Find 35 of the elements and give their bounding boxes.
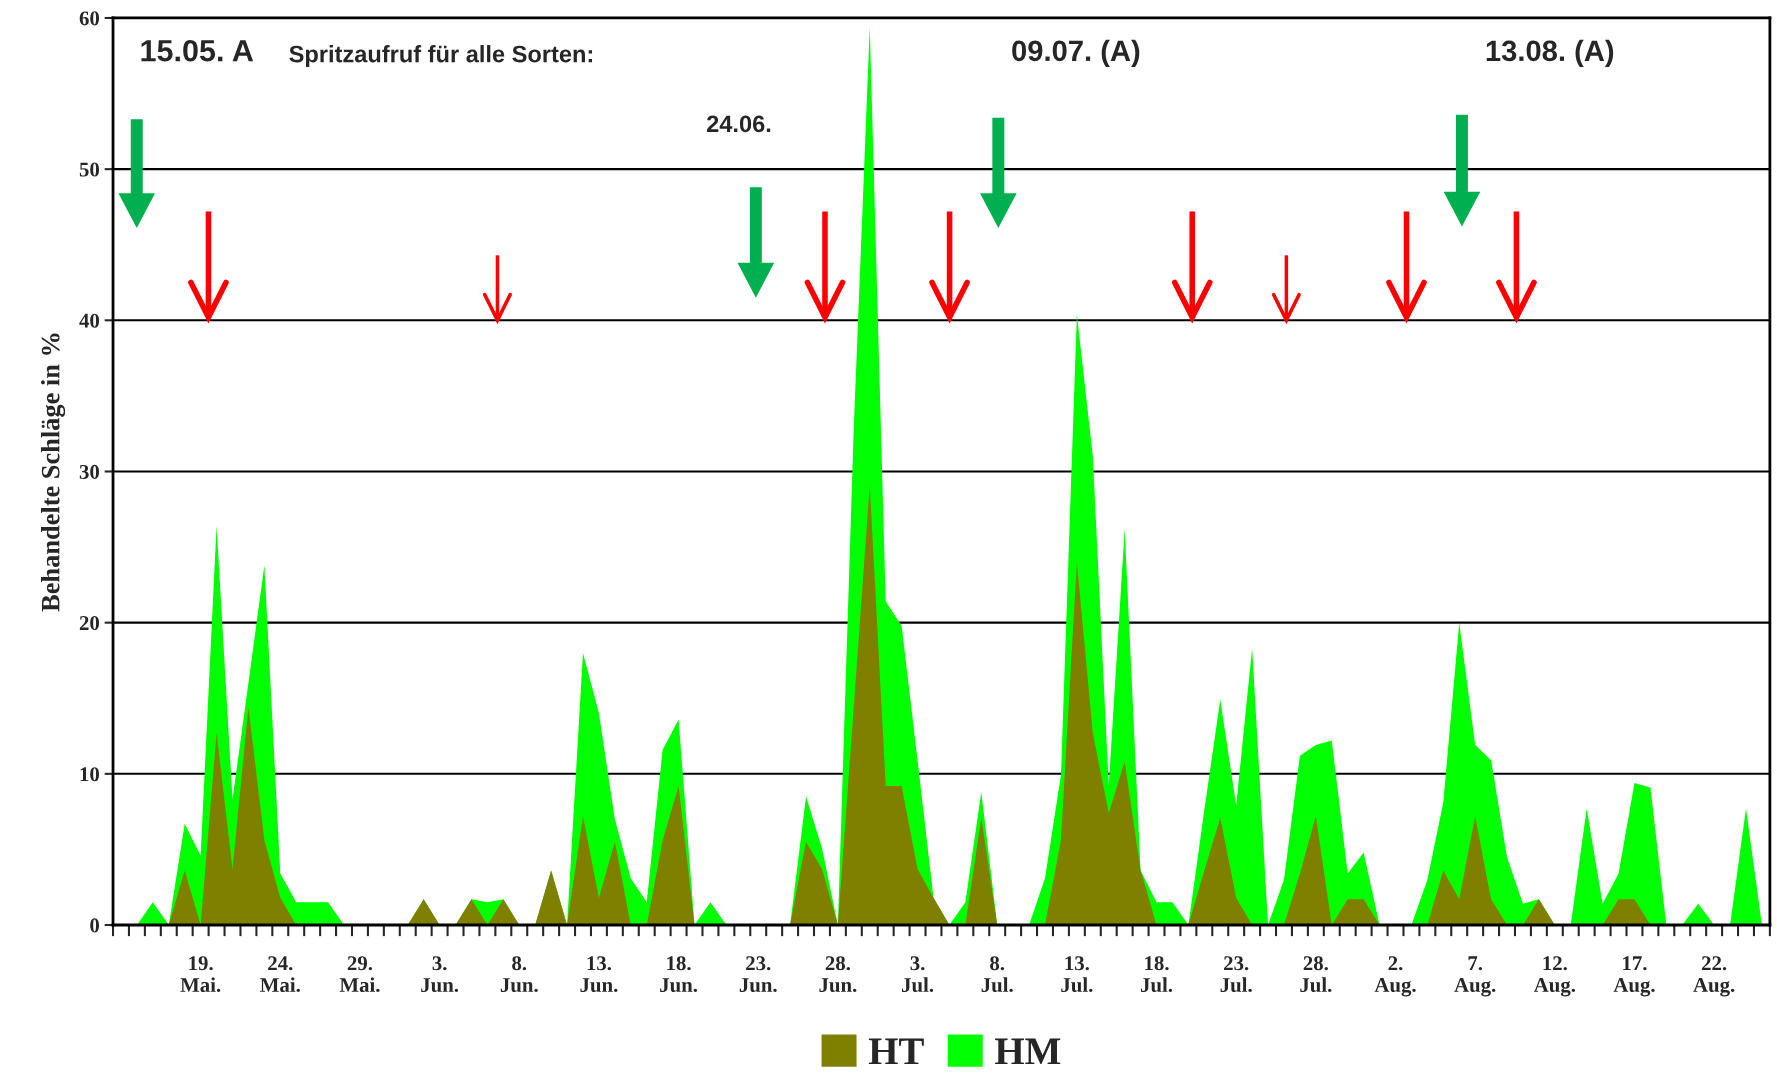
y-tick-label: 10 [80, 767, 100, 782]
x-tick-label: 7. Aug. [1454, 956, 1496, 997]
y-tick-label: 20 [79, 616, 100, 631]
x-tick-label: 13. Jul. [1061, 956, 1093, 993]
x-tick-label: 23. Jul. [1220, 956, 1252, 993]
legend-label: HM [995, 1038, 1061, 1065]
y-tick-label: 50 [79, 162, 100, 177]
x-tick-label: 2. Aug. [1374, 956, 1416, 997]
y-axis-title: Behandelte Schläge in % [40, 333, 66, 612]
y-tick-label: 0 [90, 918, 100, 933]
x-tick-label: 24. Mai. [260, 956, 300, 993]
x-tick-label: 19. Mai. [180, 956, 221, 993]
x-tick-label: 18. Jul. [1140, 956, 1173, 993]
x-tick-label: 29. Mai. [339, 956, 380, 993]
annotation: 13.08. (A) [1486, 39, 1614, 67]
x-tick-label: 3. Jul. [901, 956, 934, 993]
x-tick-label: 28. Jul. [1300, 956, 1332, 993]
annotation: 15.05. A [141, 39, 254, 62]
y-tick-label: 30 [79, 464, 100, 479]
y-tick-label: 40 [79, 313, 100, 328]
x-tick-label: 3. Jun. [421, 956, 459, 993]
legend-label: HT [868, 1038, 924, 1065]
annotation: 24.06. [707, 115, 771, 133]
x-tick-label: 17. Aug. [1613, 956, 1655, 997]
x-tick-label: 13. Jun. [580, 956, 618, 993]
x-tick-label: 8. Jul. [981, 956, 1013, 993]
x-tick-label: 12. Aug. [1533, 956, 1576, 997]
x-tick-label: 23. Jun. [739, 956, 777, 993]
x-tick-label: 8. Jun. [500, 956, 538, 993]
annotation: 09.07. (A) [1012, 39, 1140, 67]
x-tick-label: 18. Jun. [660, 956, 698, 993]
x-tick-label: 22. Aug. [1693, 956, 1735, 997]
x-tick-label: 28. Jun. [819, 956, 857, 993]
annotation: Spritzaufruf für alle Sorten: [289, 45, 593, 68]
y-tick-label: 60 [79, 11, 100, 26]
